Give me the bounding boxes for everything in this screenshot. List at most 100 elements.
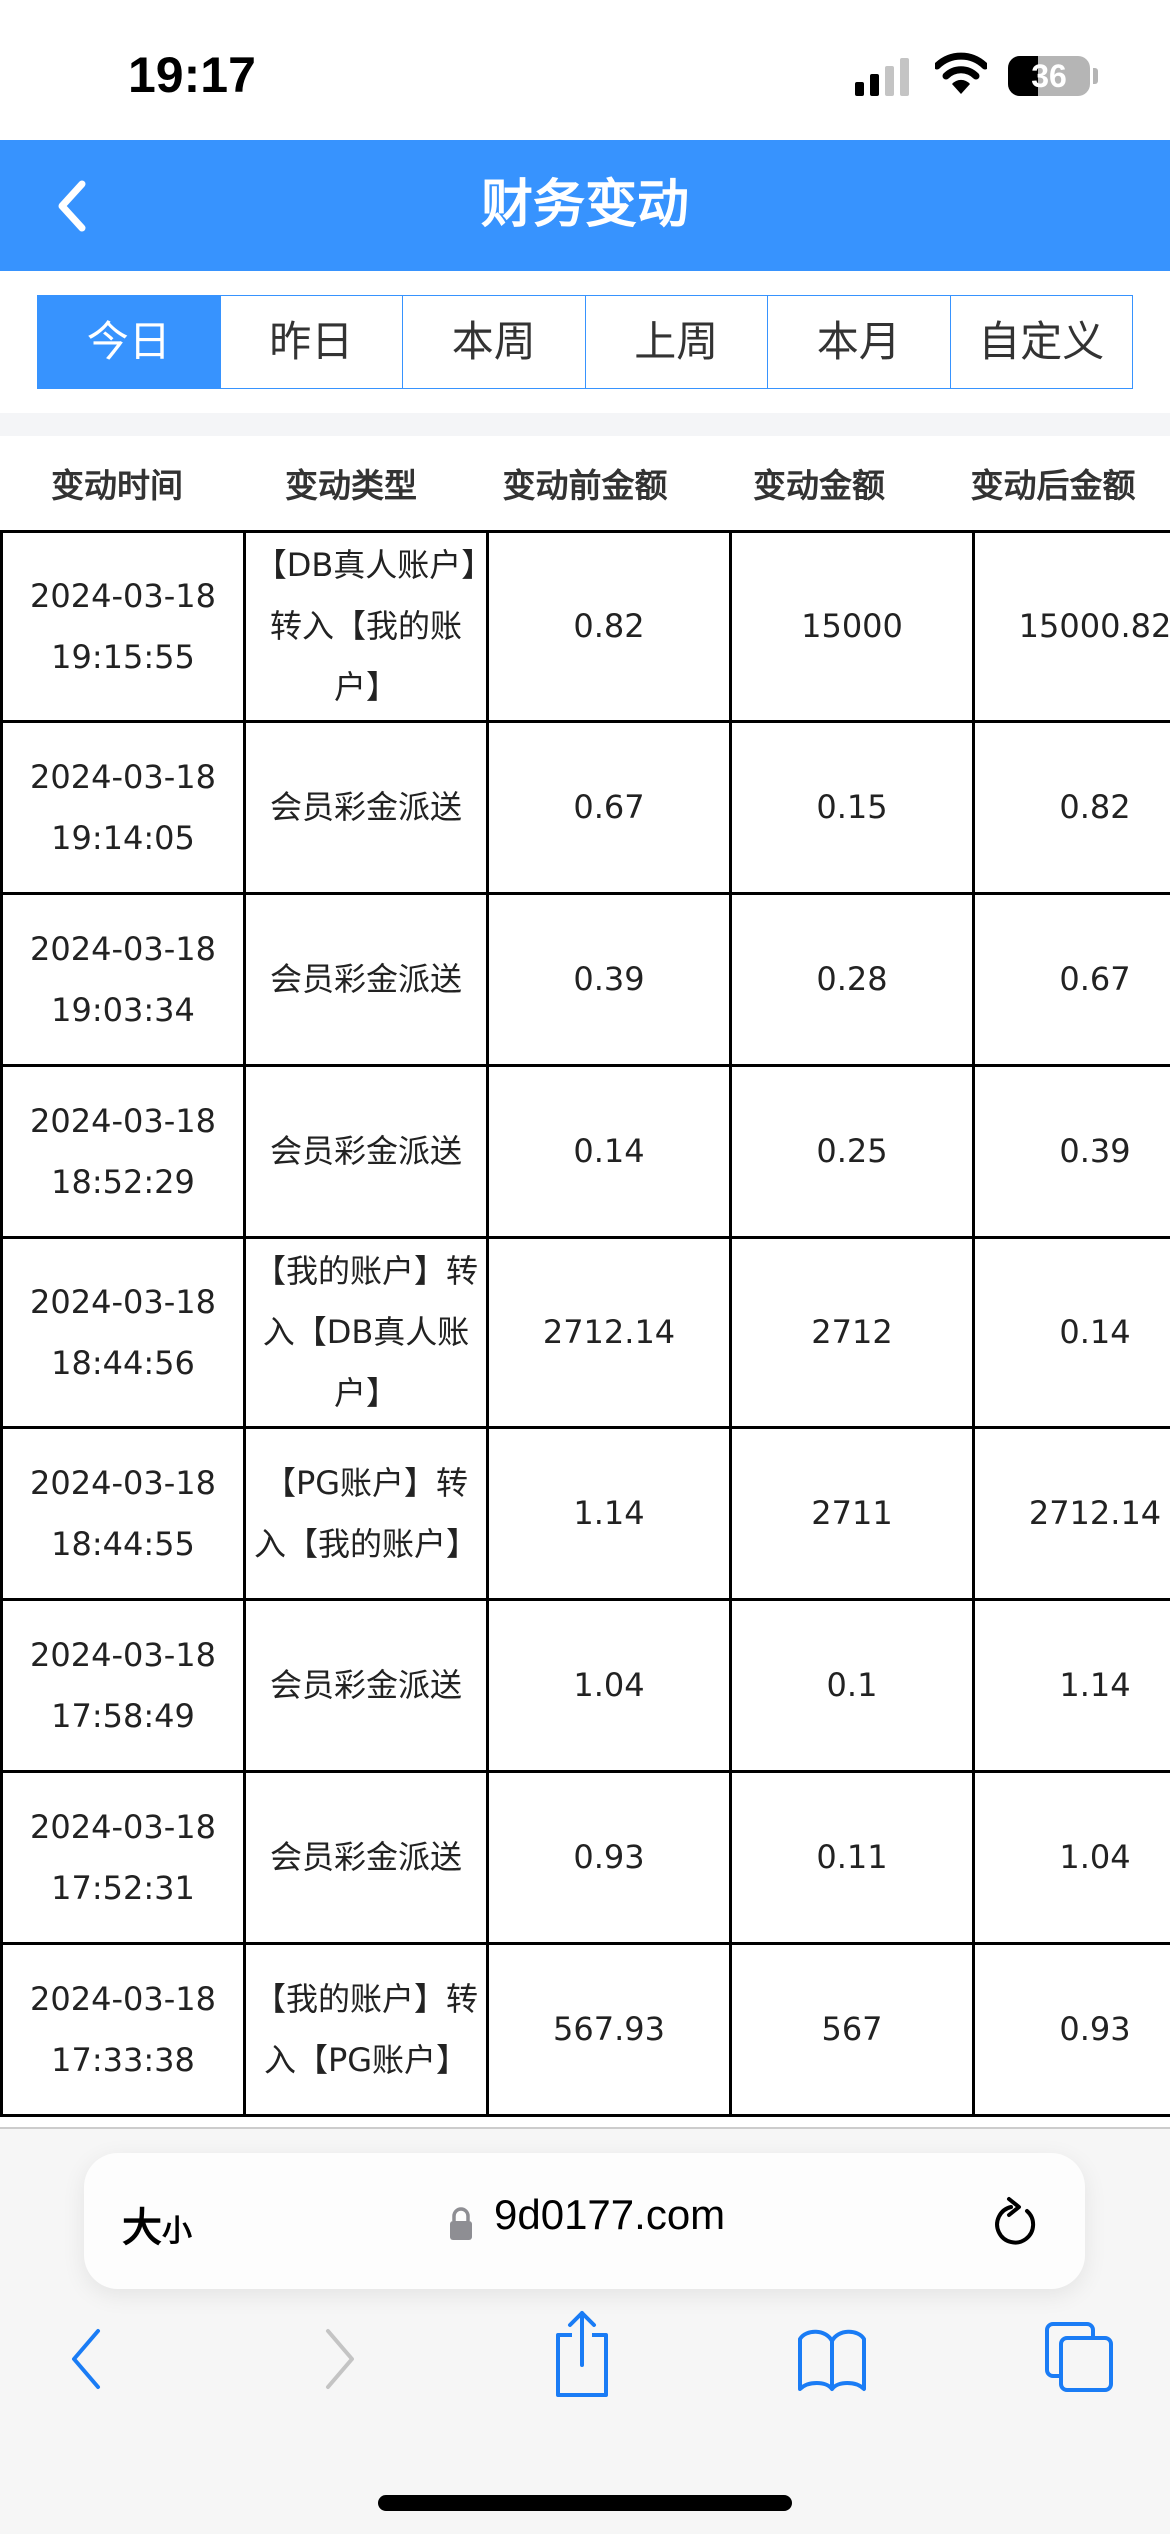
type-cell: 会员彩金派送 [245, 1772, 488, 1944]
date-text: 2024-03-18 [6, 566, 240, 627]
tab-last-week[interactable]: 上周 [585, 296, 768, 388]
status-bar: 19:17 36 [0, 0, 1170, 140]
before-amount-cell: 1.04 [488, 1600, 731, 1772]
tab-today[interactable]: 今日 [38, 296, 220, 388]
type-cell: 会员彩金派送 [245, 1066, 488, 1238]
url-text[interactable]: 9d0177.com [494, 2191, 725, 2239]
change-amount-cell: 567 [731, 1944, 974, 2116]
after-amount-cell: 0.67 [974, 894, 1170, 1066]
table-header: 变动时间 变动类型 变动前金额 变动金额 变动后金额 [0, 436, 1170, 530]
before-amount-cell: 0.14 [488, 1066, 731, 1238]
before-amount-cell: 0.39 [488, 894, 731, 1066]
change-amount-cell: 2712 [731, 1238, 974, 1428]
date-text: 2024-03-18 [6, 1625, 240, 1686]
clock-time-text: 17:33:38 [6, 2030, 240, 2091]
clock-time-text: 19:15:55 [6, 627, 240, 688]
signal-icon [855, 58, 909, 96]
before-amount-cell: 0.93 [488, 1772, 731, 1944]
wifi-icon [935, 52, 987, 96]
change-amount-cell: 0.11 [731, 1772, 974, 1944]
after-amount-cell: 0.14 [974, 1238, 1170, 1428]
type-cell: 【我的账户】转入【PG账户】 [245, 1944, 488, 2116]
back-icon[interactable] [66, 2327, 106, 2391]
date-text: 2024-03-18 [6, 747, 240, 808]
forward-icon[interactable] [320, 2327, 360, 2391]
column-header: 变动前金额 [468, 459, 702, 507]
before-amount-cell: 0.67 [488, 722, 731, 894]
share-icon[interactable] [552, 2309, 612, 2399]
date-text: 2024-03-18 [6, 919, 240, 980]
before-amount-cell: 1.14 [488, 1428, 731, 1600]
clock-time-text: 18:44:55 [6, 1514, 240, 1575]
type-cell: 会员彩金派送 [245, 722, 488, 894]
lock-icon [449, 2207, 473, 2241]
date-text: 2024-03-18 [6, 1453, 240, 1514]
home-indicator [378, 2495, 792, 2511]
change-amount-cell: 0.15 [731, 722, 974, 894]
clock-time-text: 18:44:56 [6, 1333, 240, 1394]
tab-custom[interactable]: 自定义 [950, 296, 1133, 388]
after-amount-cell: 1.04 [974, 1772, 1170, 1944]
date-text: 2024-03-18 [6, 1969, 240, 2030]
after-amount-cell: 2712.14 [974, 1428, 1170, 1600]
date-filter-tabs: 今日 昨日 本周 上周 本月 自定义 [37, 295, 1133, 389]
change-amount-cell: 0.1 [731, 1600, 974, 1772]
reload-icon[interactable] [989, 2193, 1045, 2253]
page-title: 财务变动 [0, 140, 1170, 271]
change-amount-cell: 2711 [731, 1428, 974, 1600]
date-text: 2024-03-18 [6, 1091, 240, 1152]
type-cell: 【我的账户】转入【DB真人账户】 [245, 1238, 488, 1428]
after-amount-cell: 0.93 [974, 1944, 1170, 2116]
after-amount-cell: 1.14 [974, 1600, 1170, 1772]
battery-level: 36 [1008, 56, 1090, 96]
before-amount-cell: 567.93 [488, 1944, 731, 2116]
after-amount-cell: 15000.82 [974, 532, 1170, 722]
column-header: 变动金额 [702, 459, 936, 507]
type-cell: 【PG账户】转入【我的账户】 [245, 1428, 488, 1600]
after-amount-cell: 0.39 [974, 1066, 1170, 1238]
tab-this-month[interactable]: 本月 [767, 296, 950, 388]
clock-time-text: 18:52:29 [6, 1152, 240, 1213]
type-cell: 【DB真人账户】转入【我的账户】 [245, 532, 488, 722]
bookmarks-icon[interactable] [796, 2327, 868, 2393]
tabs-icon[interactable] [1044, 2321, 1114, 2393]
type-cell: 会员彩金派送 [245, 894, 488, 1066]
divider [0, 413, 1170, 436]
address-bar[interactable]: 大小 9d0177.com [84, 2153, 1085, 2289]
text-size-button[interactable]: 大小 [122, 2195, 192, 2253]
after-amount-cell: 0.82 [974, 722, 1170, 894]
clock-time-text: 19:03:34 [6, 980, 240, 1041]
status-time: 19:17 [128, 46, 256, 104]
tab-yesterday[interactable]: 昨日 [220, 296, 403, 388]
browser-toolbar: 大小 9d0177.com [0, 2127, 1170, 2534]
change-amount-cell: 0.25 [731, 1066, 974, 1238]
clock-time-text: 17:52:31 [6, 1858, 240, 1919]
change-amount-cell: 0.28 [731, 894, 974, 1066]
date-text: 2024-03-18 [6, 1797, 240, 1858]
before-amount-cell: 2712.14 [488, 1238, 731, 1428]
column-header: 变动类型 [234, 459, 468, 507]
tab-this-week[interactable]: 本周 [402, 296, 585, 388]
type-cell: 会员彩金派送 [245, 1600, 488, 1772]
change-amount-cell: 15000 [731, 532, 974, 722]
battery-icon: 36 [1008, 56, 1090, 96]
column-header: 变动后金额 [936, 459, 1170, 507]
